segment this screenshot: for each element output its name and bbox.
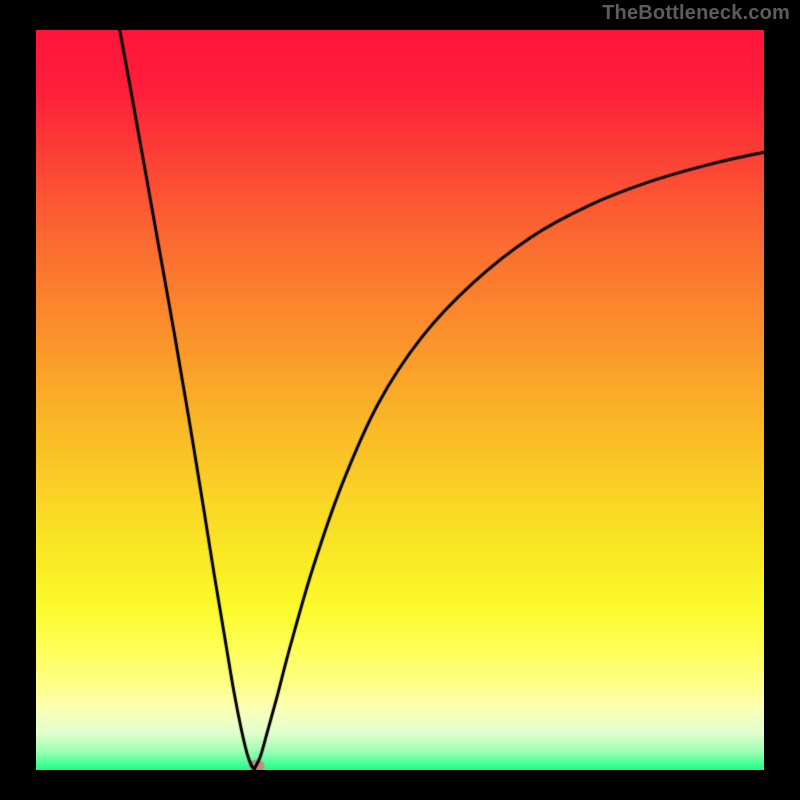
attribution-text: TheBottleneck.com	[602, 2, 790, 25]
bottleneck-curve	[36, 30, 764, 770]
chart-frame: TheBottleneck.com	[0, 0, 800, 800]
